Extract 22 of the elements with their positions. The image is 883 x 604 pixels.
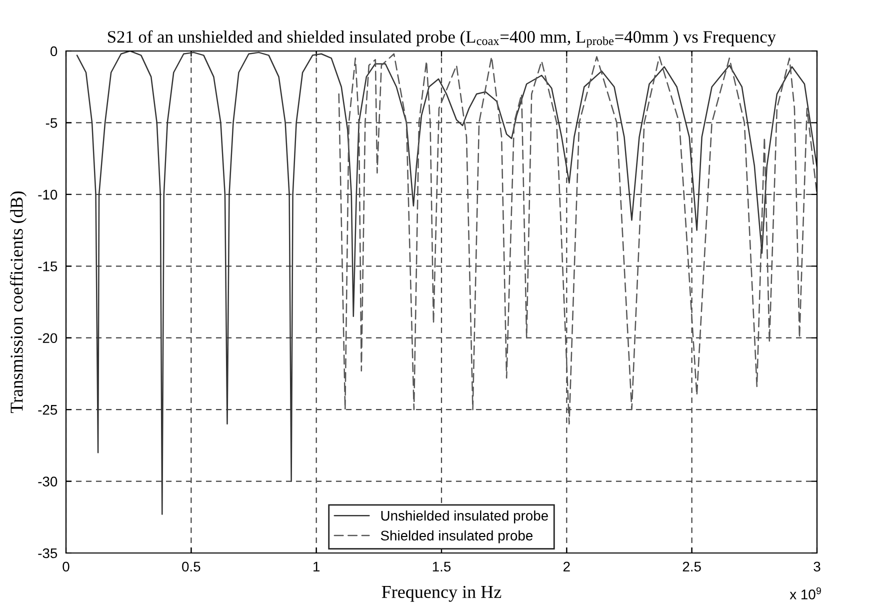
y-axis-title: Transmission coefficients (dB) [10,191,26,414]
x-tick-label: 0.5 [182,562,200,572]
y-tick-label: -5 [46,118,58,128]
y-tick-label: -35 [38,548,58,558]
chart-title: S21 of an unshielded and shielded insulated probe (L$_{coax}$=400 mm, L$_{probe}$=40mm ) vs Frequency [108,30,776,48]
x-axis-title: Frequency in Hz [382,586,502,602]
y-tick-label: -25 [38,404,58,415]
legend-label: Unshielded insulated probe [381,510,548,524]
x-tick-label: 1.5 [432,562,451,572]
y-tick-label: -30 [38,476,58,486]
y-tick-label: 0 [50,46,58,56]
text: x 10$^{9}$ [790,587,821,600]
x-tick-label: 0 [62,562,70,572]
y-tick-label: -15 [38,262,58,272]
y-tick-label: -20 [38,333,58,344]
x-tick-label: 2 [564,562,570,572]
line-series [338,53,817,425]
x-tick-label: 2.5 [682,562,701,572]
x-tick-label: 1 [314,562,320,572]
legend-label: Shielded insulated probe [380,530,533,544]
y-tick-label: -10 [38,190,58,200]
x-tick-label: 3 [814,562,820,572]
